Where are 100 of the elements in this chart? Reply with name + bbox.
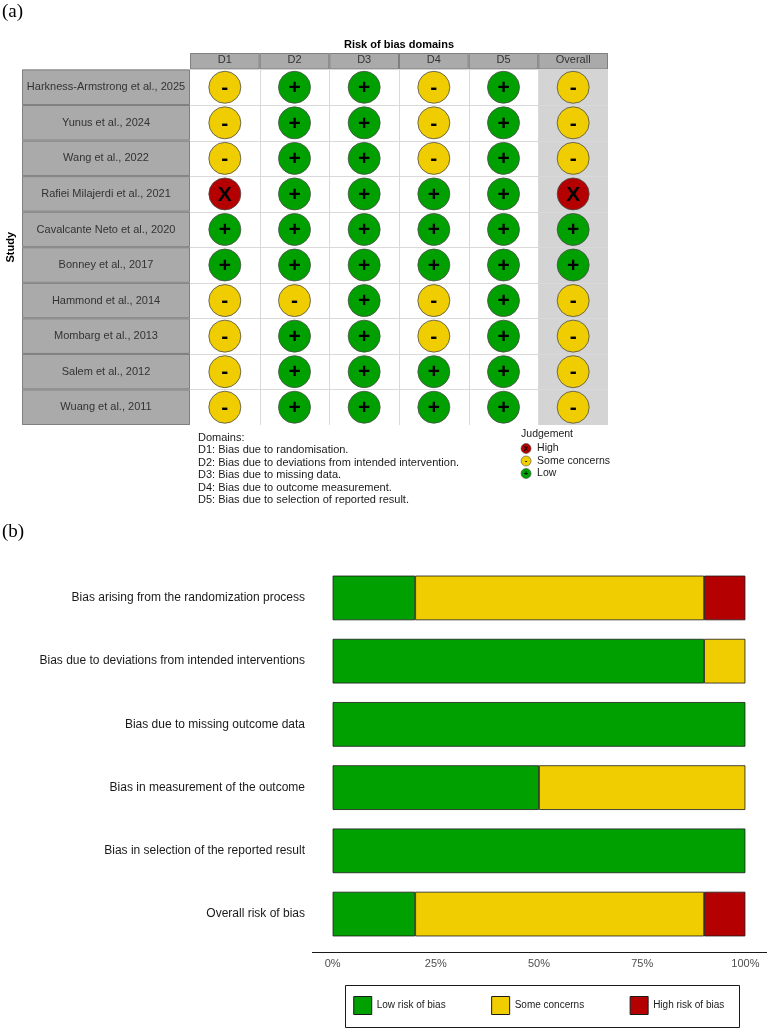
text: +: [218, 252, 231, 276]
text: (b): [2, 519, 25, 542]
text: +: [288, 395, 301, 419]
x-tick-label: 25%: [424, 956, 448, 969]
text: Low: [537, 466, 557, 479]
text: -: [291, 288, 298, 312]
text: +: [358, 110, 371, 134]
y-tick-label: Cavalcante Neto et al., 2020: [36, 222, 176, 235]
y-tick-label: Bias due to deviations from intended interventions: [39, 653, 305, 668]
y-tick-label: Bias arising from the randomization process: [71, 590, 305, 605]
x-tick-label: 100%: [731, 956, 760, 969]
text: +: [497, 110, 510, 134]
text: +: [288, 181, 301, 205]
text: -: [569, 323, 577, 347]
text: +: [288, 252, 301, 276]
legend-label: Some concerns: [514, 999, 585, 1011]
text: +: [288, 110, 301, 134]
text: +: [497, 181, 510, 205]
y-tick-label: Yunus et al., 2024: [61, 115, 151, 128]
text: +: [358, 181, 371, 205]
y-tick-label: Mombarg et al., 2013: [54, 329, 158, 342]
text: +: [358, 146, 371, 170]
text: -: [569, 75, 577, 99]
bar: [332, 828, 746, 874]
text: -: [221, 323, 229, 347]
text: D3: Bias due to missing data.: [198, 468, 342, 481]
text: D2: Bias due to deviations from intended intervention.: [198, 455, 460, 468]
text: +: [288, 146, 301, 170]
text: +: [497, 395, 510, 419]
text: +: [427, 252, 440, 276]
text: -: [221, 395, 229, 419]
text: +: [288, 359, 301, 383]
x-tick-label: D3: [357, 52, 372, 65]
text: +: [427, 181, 440, 205]
x-tick-label: D5: [496, 52, 511, 65]
text: +: [567, 217, 580, 241]
y-tick-label: Wuang et al., 2011: [60, 400, 152, 413]
text: -: [221, 288, 229, 312]
text: -: [221, 75, 229, 99]
y-tick-label: Rafiei Milajerdi et al., 2021: [41, 186, 171, 199]
text: +: [497, 217, 510, 241]
text: +: [497, 146, 510, 170]
y-tick-label: Overall risk of bias: [206, 906, 305, 921]
text: -: [569, 288, 577, 312]
x-tick-label: 50%: [527, 956, 551, 969]
y-tick-label: Bonney et al., 2017: [58, 258, 154, 271]
text: -: [221, 110, 229, 134]
text: High: [537, 441, 559, 454]
text: -: [221, 146, 229, 170]
x-tick-label: 0%: [324, 956, 341, 969]
text: +: [288, 323, 301, 347]
y-tick-label: Hammond et al., 2014: [51, 293, 161, 306]
y-tick-label: Salem et al., 2012: [61, 364, 151, 377]
text: +: [358, 252, 371, 276]
x-tick-label: D2: [287, 52, 302, 65]
text: +: [427, 359, 440, 383]
text: -: [569, 146, 577, 170]
text: -: [569, 359, 577, 383]
bar: [332, 702, 746, 747]
text: +: [288, 75, 301, 99]
text: +: [497, 252, 510, 276]
x-tick-label: D4: [426, 52, 441, 65]
text: (a): [2, 0, 24, 22]
text: -: [569, 395, 577, 419]
text: -: [430, 323, 438, 347]
text: -: [430, 75, 438, 99]
text: +: [567, 252, 580, 276]
text: Domains:: [198, 431, 245, 444]
y-tick-label: Bias in selection of the reported result: [104, 843, 306, 858]
text: +: [358, 359, 371, 383]
text: +: [358, 395, 371, 419]
text: D1: Bias due to randomisation.: [198, 443, 349, 456]
text: X: [566, 181, 581, 205]
y-axis-title: Study: [4, 231, 17, 263]
text: +: [358, 75, 371, 99]
y-tick-label: Harkness-Armstrong et al., 2025: [26, 80, 186, 93]
text: +: [427, 217, 440, 241]
y-tick-label: Bias due to missing outcome data: [124, 716, 306, 731]
text: D4: Bias due to outcome measurement.: [198, 480, 392, 493]
legend-label: Low risk of bias: [376, 999, 446, 1011]
x-tick-label: Overall: [555, 52, 591, 65]
text: +: [497, 75, 510, 99]
text: +: [218, 217, 231, 241]
text: -: [430, 146, 438, 170]
text: Some concerns: [537, 453, 610, 466]
x-axis-title: Risk of bias domains: [343, 38, 455, 51]
text: +: [497, 288, 510, 312]
text: +: [358, 288, 371, 312]
x-tick-label: 75%: [631, 956, 654, 969]
y-tick-label: Wang et al., 2022: [63, 151, 149, 164]
text: +: [497, 323, 510, 347]
x-tick-label: D1: [217, 52, 232, 65]
text: +: [427, 395, 440, 419]
text: -: [430, 288, 438, 312]
text: +: [358, 323, 371, 347]
text: X: [217, 181, 232, 205]
color-bar-title: Judgement: [521, 426, 574, 439]
y-tick-label: Bias in measurement of the outcome: [109, 779, 306, 794]
text: -: [430, 110, 438, 134]
text: -: [569, 110, 577, 134]
